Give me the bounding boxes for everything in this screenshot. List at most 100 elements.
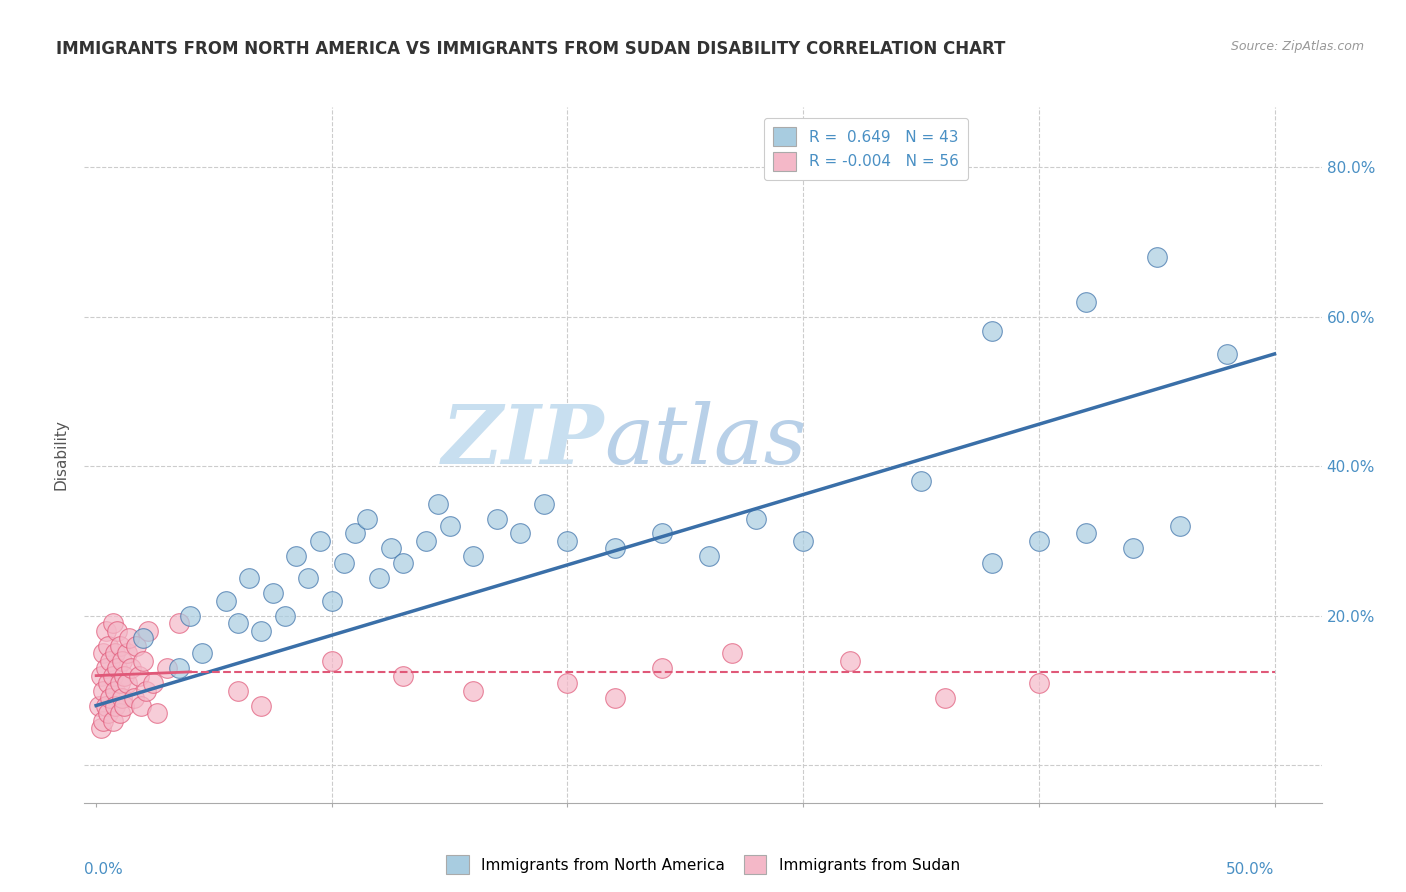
Point xyxy=(118,631,141,645)
Point xyxy=(297,571,319,585)
Point xyxy=(136,624,159,638)
Point xyxy=(273,608,295,623)
Point xyxy=(463,683,485,698)
Y-axis label: Disability: Disability xyxy=(53,419,69,491)
Point xyxy=(285,549,308,563)
Text: 50.0%: 50.0% xyxy=(1226,862,1274,877)
Point xyxy=(1074,526,1097,541)
Point xyxy=(104,646,127,660)
Point xyxy=(90,721,112,735)
Point xyxy=(179,608,201,623)
Legend: R =  0.649   N = 43, R = -0.004   N = 56: R = 0.649 N = 43, R = -0.004 N = 56 xyxy=(765,118,967,180)
Point xyxy=(94,698,117,713)
Point xyxy=(132,654,155,668)
Point xyxy=(111,691,134,706)
Point xyxy=(87,698,110,713)
Text: atlas: atlas xyxy=(605,401,807,481)
Point xyxy=(321,594,343,608)
Point xyxy=(122,691,145,706)
Point xyxy=(368,571,391,585)
Point xyxy=(112,698,135,713)
Point xyxy=(101,616,124,631)
Point xyxy=(934,691,956,706)
Point xyxy=(97,639,120,653)
Point xyxy=(250,624,273,638)
Point xyxy=(105,624,128,638)
Point xyxy=(980,557,1002,571)
Point xyxy=(94,624,117,638)
Point xyxy=(391,557,413,571)
Point xyxy=(1074,294,1097,309)
Point xyxy=(557,533,579,548)
Point xyxy=(142,676,165,690)
Point xyxy=(356,511,378,525)
Point xyxy=(191,646,214,660)
Point xyxy=(1216,347,1239,361)
Point xyxy=(745,511,768,525)
Point xyxy=(156,661,179,675)
Point xyxy=(238,571,260,585)
Point xyxy=(651,526,673,541)
Point xyxy=(1028,676,1050,690)
Point xyxy=(129,698,152,713)
Point xyxy=(146,706,169,720)
Point xyxy=(104,683,127,698)
Point xyxy=(167,616,190,631)
Point xyxy=(344,526,367,541)
Point xyxy=(115,676,138,690)
Text: 0.0%: 0.0% xyxy=(84,862,124,877)
Point xyxy=(97,676,120,690)
Point xyxy=(98,691,121,706)
Point xyxy=(135,683,157,698)
Point xyxy=(94,661,117,675)
Point xyxy=(97,706,120,720)
Point xyxy=(721,646,744,660)
Point xyxy=(1122,541,1144,556)
Point xyxy=(509,526,531,541)
Point xyxy=(226,683,249,698)
Point xyxy=(603,691,626,706)
Point xyxy=(533,497,555,511)
Point xyxy=(111,654,134,668)
Point xyxy=(125,639,148,653)
Point xyxy=(792,533,814,548)
Point xyxy=(104,698,127,713)
Point xyxy=(1028,533,1050,548)
Point xyxy=(332,557,354,571)
Point xyxy=(1168,519,1191,533)
Point xyxy=(980,325,1002,339)
Point xyxy=(98,654,121,668)
Point xyxy=(101,668,124,682)
Point xyxy=(557,676,579,690)
Point xyxy=(250,698,273,713)
Text: ZIP: ZIP xyxy=(441,401,605,481)
Point xyxy=(101,714,124,728)
Point xyxy=(91,683,114,698)
Point xyxy=(603,541,626,556)
Point xyxy=(91,646,114,660)
Point xyxy=(108,706,131,720)
Point xyxy=(910,474,932,488)
Point xyxy=(262,586,284,600)
Point xyxy=(439,519,461,533)
Point xyxy=(485,511,508,525)
Point xyxy=(426,497,449,511)
Point xyxy=(309,533,332,548)
Point xyxy=(105,661,128,675)
Point xyxy=(121,661,143,675)
Point xyxy=(115,646,138,660)
Point xyxy=(112,668,135,682)
Point xyxy=(391,668,413,682)
Point xyxy=(167,661,190,675)
Point xyxy=(128,668,150,682)
Point xyxy=(651,661,673,675)
Point xyxy=(108,676,131,690)
Point xyxy=(90,668,112,682)
Point xyxy=(839,654,862,668)
Legend: Immigrants from North America, Immigrants from Sudan: Immigrants from North America, Immigrant… xyxy=(440,849,966,880)
Point xyxy=(91,714,114,728)
Point xyxy=(463,549,485,563)
Text: Source: ZipAtlas.com: Source: ZipAtlas.com xyxy=(1230,40,1364,54)
Point xyxy=(321,654,343,668)
Point xyxy=(380,541,402,556)
